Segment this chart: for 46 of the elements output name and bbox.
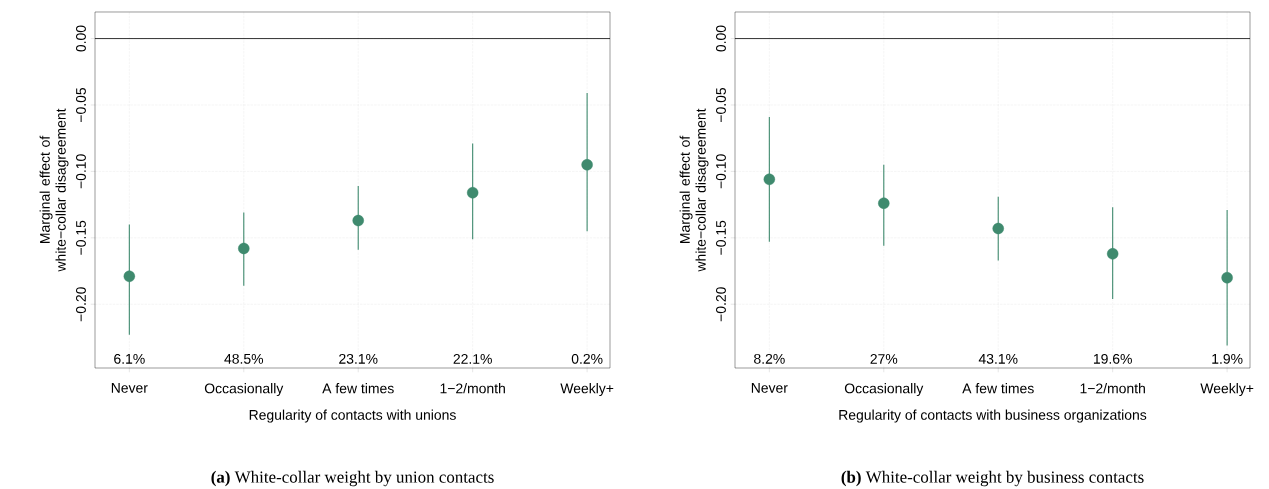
point — [238, 242, 250, 255]
annotation: 22.1% — [453, 353, 492, 364]
point — [1221, 271, 1233, 284]
x-tick-label: Occasionally — [204, 383, 284, 397]
point — [992, 222, 1004, 235]
y-tick-label: −0.15 — [716, 220, 726, 255]
x-tick-label: Weekly+ — [560, 383, 614, 397]
annotation: 6.1% — [114, 353, 145, 364]
y-axis-title: Marginal effect of white−collar disagreement — [679, 108, 709, 272]
annotation: 23.1% — [339, 353, 378, 364]
x-tick-label: A few times — [962, 383, 1034, 394]
x-axis-title: Regularity of contacts with business organizations — [839, 409, 1147, 423]
y-tick-label: −0.20 — [76, 287, 86, 322]
x-tick-label: 1−2/month — [1080, 383, 1145, 394]
text: (a) White-collar weight by union contacts — [211, 470, 494, 487]
point — [581, 159, 593, 171]
point — [763, 173, 776, 186]
text: (b) White-collar weight by business contacts — [841, 470, 1144, 487]
x-tick-label: 1−2/month — [440, 383, 505, 394]
y-tick-label: 0.00 — [716, 25, 726, 52]
y-tick-label: 0.00 — [76, 25, 86, 52]
y-tick-label: −0.05 — [716, 87, 726, 122]
point — [123, 270, 136, 283]
point — [466, 186, 479, 199]
x-axis-title: Regularity of contacts with unions — [249, 409, 456, 423]
y-tick-label: −0.05 — [76, 87, 86, 122]
x-tick-label: Occasionally — [844, 383, 924, 397]
annotation: 8.2% — [754, 353, 785, 364]
y-tick-label: −0.10 — [76, 154, 86, 189]
point — [878, 197, 890, 209]
y-tick-label: −0.15 — [76, 220, 86, 255]
annotation: 0.2% — [571, 353, 603, 364]
x-tick-label: A few times — [322, 383, 394, 394]
annotation: 19.6% — [1093, 353, 1132, 364]
annotation: 43.1% — [978, 353, 1018, 364]
point — [1106, 248, 1119, 260]
y-tick-label: −0.10 — [716, 154, 726, 189]
annotation: 27% — [870, 353, 898, 364]
x-tick-label: Never — [111, 383, 148, 393]
x-tick-label: Never — [751, 383, 788, 393]
annotation: 48.5% — [224, 353, 264, 364]
y-axis-title: Marginal effect of white−collar disagreement — [39, 108, 69, 272]
point — [352, 214, 364, 227]
annotation: 1.9% — [1212, 353, 1243, 364]
x-tick-label: Weekly+ — [1200, 383, 1254, 397]
y-tick-label: −0.20 — [716, 287, 726, 322]
